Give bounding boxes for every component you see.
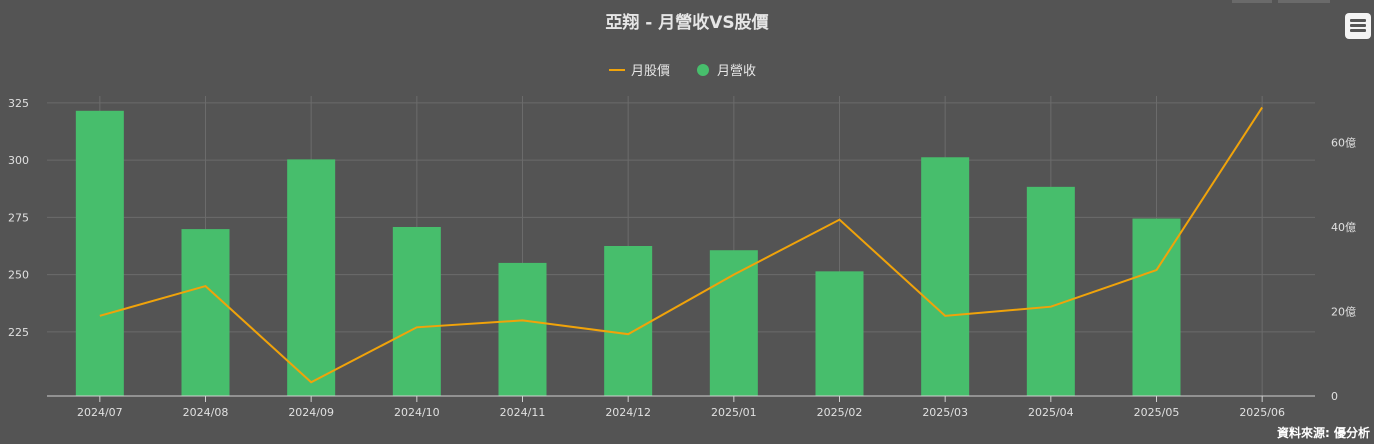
- x-tick-label: 2024/08: [183, 406, 229, 419]
- legend-dot-swatch: [697, 63, 709, 76]
- x-tick-label: 2024/07: [77, 406, 123, 419]
- x-tick-label: 2025/06: [1239, 406, 1285, 419]
- hamburger-menu-icon[interactable]: [1345, 13, 1371, 39]
- revenue-bar: [1132, 218, 1181, 396]
- x-tick-label: 2024/11: [500, 406, 546, 419]
- top-tab-indicator: [1232, 0, 1272, 3]
- legend-item-price[interactable]: 月股價: [609, 60, 670, 79]
- revenue-bar: [75, 110, 124, 397]
- revenue-bar: [181, 229, 230, 396]
- source-credit: 資料來源: 優分析: [1277, 426, 1370, 440]
- revenue-bar: [709, 250, 758, 396]
- y-left-tick-label: 275: [8, 211, 29, 224]
- x-tick-label: 2025/04: [1028, 406, 1074, 419]
- revenue-bar: [498, 262, 547, 396]
- top-tab-indicator: [1278, 0, 1330, 3]
- x-tick-label: 2024/10: [394, 406, 440, 419]
- y-left-tick-label: 250: [8, 269, 29, 282]
- x-tick-label: 2024/12: [605, 406, 651, 419]
- y-left-tick-label: 300: [8, 154, 29, 167]
- revenue-bar: [815, 271, 864, 396]
- legend-item-revenue[interactable]: 月營收: [697, 60, 756, 79]
- y-left-tick-label: 225: [8, 326, 29, 339]
- chart-title: 亞翔 - 月營收VS股價: [605, 13, 769, 33]
- y-right-tick-label: 0: [1331, 390, 1338, 403]
- y-right-tick-label: 40億: [1331, 221, 1356, 234]
- revenue-bar: [287, 159, 336, 396]
- revenue-bar: [604, 246, 653, 396]
- revenue-bar: [1026, 186, 1075, 396]
- x-tick-label: 2024/09: [288, 406, 334, 419]
- legend-label-price: 月股價: [631, 64, 671, 79]
- x-tick-label: 2025/01: [711, 406, 757, 419]
- y-right-tick-label: 20億: [1331, 305, 1356, 318]
- legend-line-swatch: [609, 68, 625, 71]
- x-tick-label: 2025/05: [1134, 406, 1180, 419]
- y-left-tick-label: 325: [8, 97, 29, 110]
- revenue-bar: [392, 226, 441, 396]
- x-tick-label: 2025/02: [817, 406, 863, 419]
- price-line: [99, 106, 1264, 384]
- legend-label-revenue: 月營收: [717, 64, 757, 79]
- chart-legend: 月股價 月營收: [0, 60, 1374, 80]
- y-right-tick-label: 60億: [1331, 136, 1356, 149]
- x-tick-label: 2025/03: [922, 406, 968, 419]
- revenue-bar: [921, 157, 970, 396]
